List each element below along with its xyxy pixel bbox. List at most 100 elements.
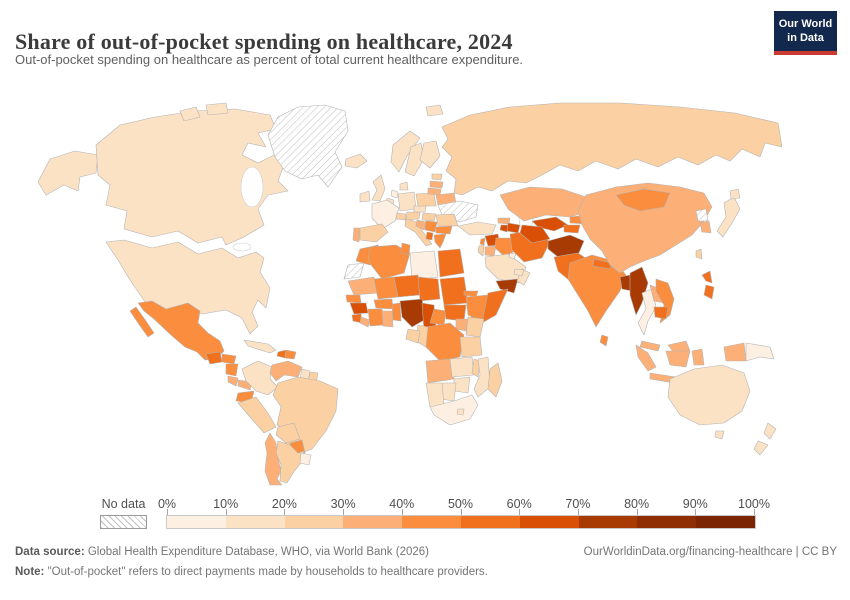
- country-united-kingdom[interactable]: [371, 174, 386, 202]
- country-albania[interactable]: [425, 231, 434, 241]
- country-latvia[interactable]: [429, 180, 444, 189]
- country-nepal[interactable]: [592, 258, 613, 270]
- country-israel[interactable]: [477, 244, 485, 257]
- country-tunisia[interactable]: [400, 242, 411, 256]
- country-mongolia[interactable]: [615, 188, 671, 212]
- country-bolivia[interactable]: [275, 422, 301, 444]
- country-australia[interactable]: [667, 364, 751, 426]
- country-cote-divoire[interactable]: [367, 308, 384, 327]
- country-yemen[interactable]: [495, 278, 519, 294]
- country-haiti[interactable]: [276, 349, 287, 359]
- country-uae[interactable]: [513, 268, 525, 277]
- country-western-sahara[interactable]: [343, 262, 365, 280]
- country-jordan[interactable]: [484, 245, 497, 257]
- country-canada-arctic-island-2[interactable]: [205, 102, 229, 116]
- country-chad[interactable]: [417, 276, 441, 302]
- legend-bin-60-70%[interactable]: [519, 516, 579, 528]
- country-denmark[interactable]: [399, 181, 409, 191]
- country-ireland[interactable]: [359, 190, 371, 203]
- legend-bin-80-90%[interactable]: [637, 516, 697, 528]
- country-alaska-usa[interactable]: [37, 150, 99, 196]
- country-armenia[interactable]: [499, 224, 509, 233]
- country-dominican-republic[interactable]: [284, 349, 297, 360]
- country-switzerland[interactable]: [395, 212, 407, 221]
- country-north-korea[interactable]: [695, 208, 709, 222]
- country-china[interactable]: [577, 182, 713, 274]
- legend-bin-90-100%[interactable]: [696, 516, 755, 528]
- country-greenland[interactable]: [267, 104, 349, 188]
- country-gabon[interactable]: [405, 328, 421, 344]
- country-bosnia[interactable]: [415, 219, 427, 231]
- country-mauritania[interactable]: [347, 276, 379, 296]
- country-indonesia-papua[interactable]: [723, 342, 747, 362]
- legend-bin-20-30%[interactable]: [284, 516, 344, 528]
- country-oman[interactable]: [516, 268, 531, 286]
- owid-logo[interactable]: Our World in Data: [774, 11, 837, 55]
- country-turkey[interactable]: [457, 221, 497, 236]
- country-turkmenistan[interactable]: [519, 224, 551, 244]
- country-indonesia-kalimantan[interactable]: [665, 350, 691, 368]
- country-kenya[interactable]: [465, 316, 485, 338]
- country-peru[interactable]: [237, 396, 277, 434]
- country-benin[interactable]: [391, 302, 402, 322]
- country-canada-arctic-island-1[interactable]: [179, 106, 201, 122]
- country-mexico-baja[interactable]: [129, 306, 155, 338]
- country-lithuania[interactable]: [427, 187, 442, 196]
- country-svalbard[interactable]: [425, 104, 444, 117]
- country-russia[interactable]: [441, 102, 783, 196]
- country-egypt[interactable]: [437, 248, 465, 278]
- country-new-zealand-north[interactable]: [763, 422, 777, 440]
- country-zimbabwe[interactable]: [453, 376, 471, 394]
- country-japan-hokkaido[interactable]: [729, 188, 741, 200]
- country-philippines-mindanao[interactable]: [703, 284, 715, 300]
- country-costa-rica[interactable]: [227, 375, 239, 387]
- country-azerbaijan[interactable]: [506, 222, 521, 234]
- owid-url-link[interactable]: OurWorldinData.org/financing-healthcare …: [583, 546, 837, 558]
- legend-bin-70-80%[interactable]: [578, 516, 638, 528]
- country-iceland[interactable]: [344, 153, 368, 169]
- country-argentina[interactable]: [275, 440, 305, 484]
- country-poland[interactable]: [415, 192, 437, 207]
- country-senegal[interactable]: [345, 294, 362, 304]
- no-data-swatch[interactable]: [100, 515, 147, 529]
- country-namibia[interactable]: [425, 382, 445, 408]
- country-madagascar[interactable]: [487, 362, 503, 398]
- country-portugal[interactable]: [352, 227, 361, 243]
- country-cambodia[interactable]: [653, 306, 669, 320]
- country-kuwait[interactable]: [508, 252, 517, 260]
- country-angola[interactable]: [425, 358, 455, 384]
- country-ghana[interactable]: [381, 310, 394, 328]
- country-netherlands[interactable]: [390, 189, 399, 199]
- country-uganda[interactable]: [455, 318, 469, 332]
- country-hungary[interactable]: [421, 212, 437, 222]
- country-philippines-luzon[interactable]: [701, 270, 713, 284]
- country-japan[interactable]: [716, 196, 741, 238]
- country-romania[interactable]: [435, 213, 459, 227]
- country-kazakhstan[interactable]: [499, 186, 591, 222]
- country-algeria[interactable]: [367, 244, 411, 280]
- country-czechia[interactable]: [413, 205, 427, 213]
- country-serbia[interactable]: [424, 220, 438, 233]
- country-cuba[interactable]: [243, 339, 277, 354]
- country-uruguay[interactable]: [299, 452, 312, 466]
- country-niger[interactable]: [393, 274, 421, 298]
- country-nicaragua[interactable]: [225, 363, 239, 377]
- country-spain[interactable]: [359, 223, 389, 243]
- country-taiwan[interactable]: [695, 248, 703, 260]
- country-liberia[interactable]: [359, 316, 371, 328]
- country-papua-new-guinea[interactable]: [745, 342, 775, 362]
- country-sri-lanka[interactable]: [599, 334, 609, 347]
- country-mozambique[interactable]: [473, 356, 491, 398]
- country-guatemala[interactable]: [205, 351, 223, 365]
- country-zambia[interactable]: [449, 356, 475, 378]
- country-sweden[interactable]: [404, 142, 425, 177]
- legend-bin-0-10%[interactable]: [167, 516, 226, 528]
- country-burkina-faso[interactable]: [373, 298, 394, 310]
- legend-bin-50-60%[interactable]: [460, 516, 520, 528]
- country-honduras[interactable]: [221, 353, 237, 365]
- country-austria[interactable]: [405, 211, 421, 221]
- country-indonesia-sumatra[interactable]: [635, 344, 657, 372]
- country-france[interactable]: [371, 199, 400, 230]
- country-germany[interactable]: [397, 191, 417, 212]
- country-south-africa[interactable]: [429, 394, 479, 426]
